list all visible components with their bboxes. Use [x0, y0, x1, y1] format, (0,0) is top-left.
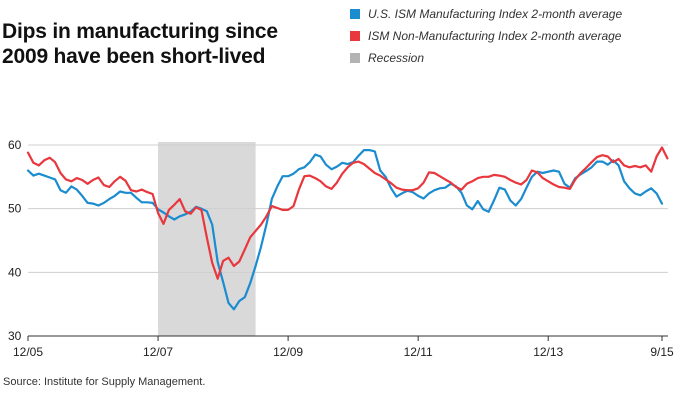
x-tick-label-12-11: 12/11	[404, 345, 433, 359]
legend-label-recession: Recession	[368, 51, 425, 65]
legend-item-manufacturing: U.S. ISM Manufacturing Index 2-month ave…	[350, 4, 622, 24]
series-line-manufacturing	[26, 149, 664, 311]
legend-swatch-recession	[350, 53, 360, 63]
legend-item-non-manufacturing: ISM Non-Manufacturing Index 2-month aver…	[350, 26, 622, 46]
source-note: Source: Institute for Supply Management.	[3, 376, 206, 388]
y-tick-label-60: 60	[8, 138, 22, 152]
legend-swatch-manufacturing	[350, 9, 360, 19]
y-tick-label-50: 50	[8, 202, 22, 216]
legend-label-manufacturing: U.S. ISM Manufacturing Index 2-month ave…	[368, 7, 623, 21]
x-tick-label-9-15: 9/15	[650, 345, 674, 359]
chart-title: Dips in manufacturing since 2009 have be…	[2, 20, 278, 68]
legend-swatch-non-manufacturing	[350, 31, 360, 41]
y-tick-label-40: 40	[8, 265, 22, 279]
series-line-non-manufacturing	[26, 146, 669, 280]
legend: U.S. ISM Manufacturing Index 2-month ave…	[350, 4, 622, 70]
x-tick-label-12-13: 12/13	[533, 345, 563, 359]
legend-item-recession: Recession	[350, 48, 622, 68]
x-tick-label-12-05: 12/05	[13, 345, 43, 359]
legend-label-non-manufacturing: ISM Non-Manufacturing Index 2-month aver…	[368, 29, 622, 43]
x-tick-label-12-07: 12/07	[143, 345, 173, 359]
x-tick-label-12-09: 12/09	[273, 345, 303, 359]
y-tick-label-30: 30	[8, 329, 22, 343]
